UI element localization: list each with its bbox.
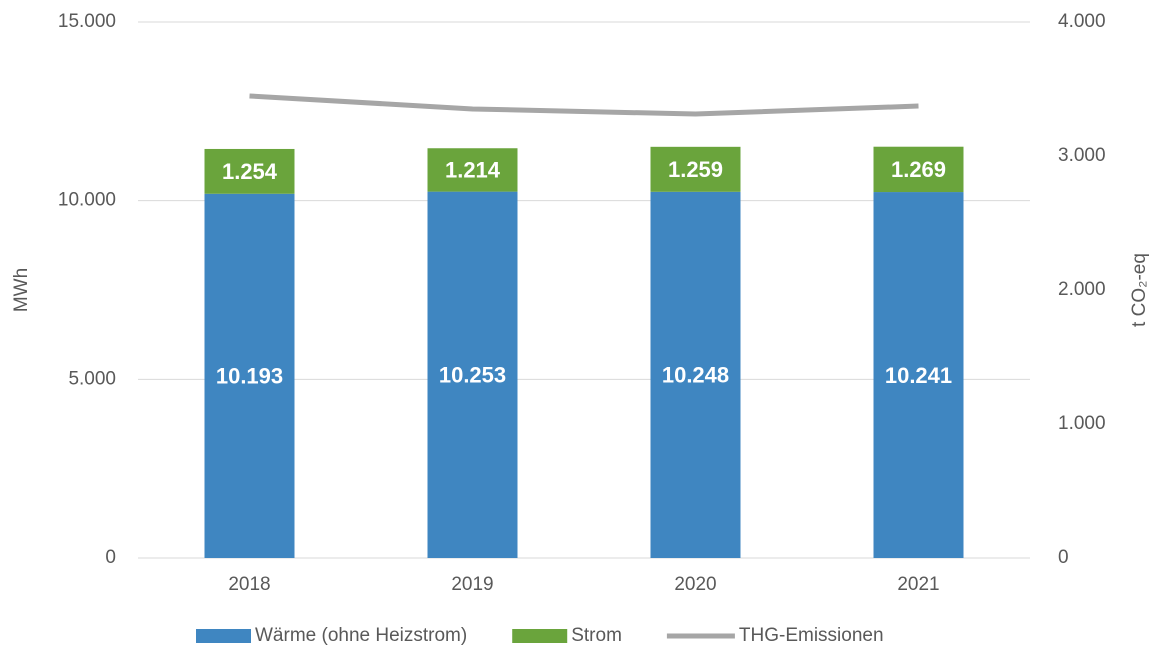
bar [204, 193, 295, 558]
x-tick-label: 2018 [228, 574, 270, 595]
legend-label: Strom [571, 625, 622, 646]
bar-label: 1.214 [445, 158, 501, 183]
x-tick-label: 2021 [897, 574, 939, 595]
bar-label: 1.259 [668, 157, 723, 182]
bar-label: 10.241 [885, 363, 952, 388]
y2-tick-label: 4.000 [1058, 11, 1106, 32]
bar [427, 148, 518, 192]
y2-tick-label: 1.000 [1058, 413, 1106, 434]
x-tick-label: 2020 [674, 574, 716, 595]
y2-tick-label: 0 [1058, 547, 1069, 568]
bar [873, 146, 964, 193]
y-tick-label: 10.000 [58, 190, 116, 211]
legend-swatch [196, 629, 251, 643]
line [249, 93, 919, 117]
bar-label: 10.248 [662, 363, 729, 388]
legend-label: Wärme (ohne Heizstrom) [255, 625, 467, 646]
bar-label: 1.269 [891, 157, 946, 182]
y-tick-label: 0 [105, 547, 116, 568]
y-tick-label: 15.000 [58, 11, 116, 32]
x-tick-label: 2019 [451, 574, 493, 595]
bar-label: 10.193 [216, 364, 283, 389]
bar [204, 148, 295, 194]
bar [427, 191, 518, 558]
bar [650, 146, 741, 192]
y-tick-label: 5.000 [68, 368, 116, 389]
legend-swatch [512, 629, 568, 643]
bar-label: 1.254 [222, 159, 278, 184]
y2-tick-label: 2.000 [1058, 279, 1106, 300]
bar [873, 192, 964, 558]
y2-tick-label: 3.000 [1058, 145, 1106, 166]
y2-axis-title: t CO₂-eq [1129, 253, 1150, 327]
bar [650, 191, 741, 558]
y-axis-title: MWh [11, 268, 32, 312]
legend-label: THG-Emissionen [739, 625, 884, 646]
bar-label: 10.253 [439, 363, 506, 388]
